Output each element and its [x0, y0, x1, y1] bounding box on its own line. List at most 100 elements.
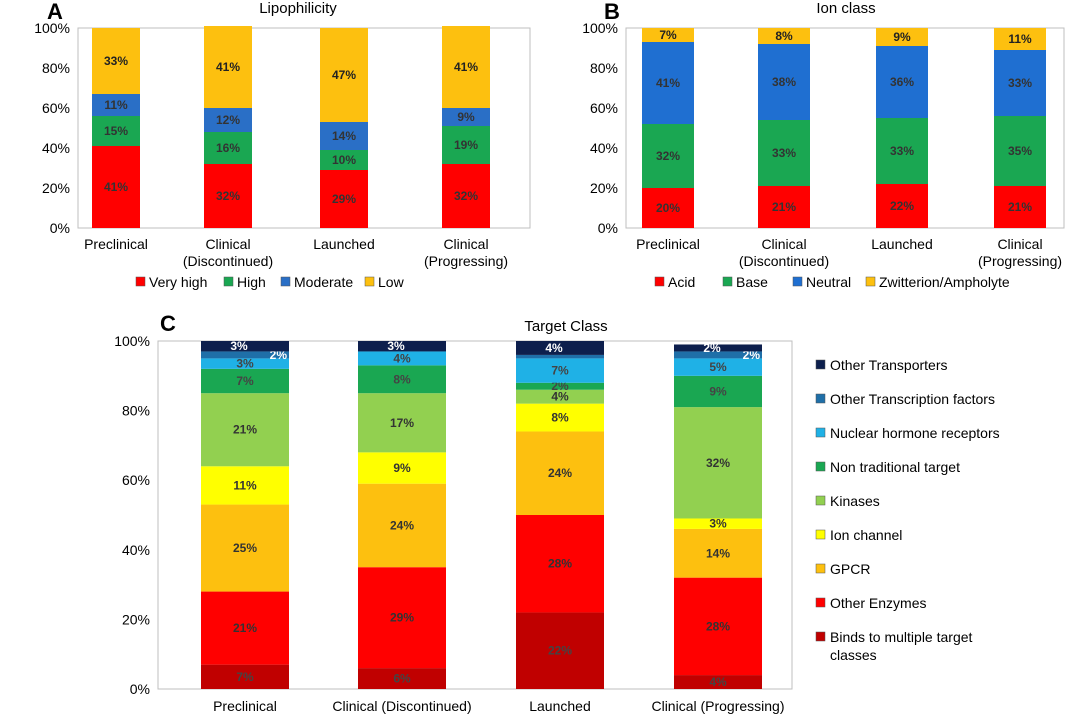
bar-data-label: 9%: [893, 30, 911, 44]
plot-area: [625, 27, 1065, 229]
y-tick-label: 60%: [590, 100, 618, 116]
bar-segment: [516, 612, 604, 689]
bar-segment: [758, 120, 810, 186]
bar-data-label: 32%: [656, 149, 680, 163]
bar-segment: [201, 351, 289, 359]
bar-data-label: 8%: [775, 29, 793, 43]
bar-segment: [358, 341, 446, 352]
bar-data-label: 14%: [706, 546, 730, 560]
bar-segment: [642, 42, 694, 124]
bar-data-label: 6%: [393, 672, 411, 686]
bar-segment: [320, 150, 368, 170]
legend-label: Ion channel: [830, 527, 902, 543]
bar-data-label: 3%: [387, 339, 405, 353]
bar-data-label: 41%: [656, 76, 680, 90]
x-category-label: Clinical: [205, 236, 250, 252]
bar-data-label: 41%: [104, 180, 128, 194]
bar-segment: [516, 389, 604, 404]
y-tick-label: 80%: [590, 60, 618, 76]
bar-segment: [516, 354, 604, 359]
x-category-label: (Discontinued): [739, 253, 829, 269]
bar-segment: [516, 403, 604, 432]
bar-data-label: 5%: [709, 360, 727, 374]
x-category-label: Preclinical: [636, 236, 700, 252]
bar-data-label: 47%: [332, 68, 356, 82]
bar-segment: [358, 351, 446, 366]
y-tick-label: 80%: [122, 403, 150, 419]
x-category-label: Launched: [871, 236, 933, 252]
bar-segment: [876, 118, 928, 184]
bar-segment: [516, 358, 604, 383]
x-category-label: Clinical: [997, 236, 1042, 252]
y-tick-label: 60%: [42, 100, 70, 116]
y-tick-label: 20%: [122, 611, 150, 627]
bar-data-label: 19%: [454, 138, 478, 152]
bar-segment: [201, 358, 289, 369]
chart-panel-c: C Target Class 0% 20% 40% 60% 80% 100% 7% 21% 25% 1…: [114, 311, 793, 714]
bar-data-label: 35%: [1008, 144, 1032, 158]
bar-segment: [201, 393, 289, 467]
bar-segment: [994, 186, 1046, 228]
plot-area: [157, 340, 793, 690]
y-tick-label: 80%: [42, 60, 70, 76]
y-tick-label: 60%: [122, 472, 150, 488]
bar-data-label: 7%: [659, 28, 677, 42]
legend-label: classes: [830, 647, 877, 663]
legend-swatch: [364, 276, 375, 287]
bar-segment: [994, 50, 1046, 116]
y-tick-label: 100%: [114, 333, 150, 349]
bar-data-label: 41%: [216, 60, 240, 74]
bar-data-label: 21%: [772, 200, 796, 214]
bar-segment: [758, 186, 810, 228]
bar-segment: [320, 28, 368, 122]
bar-segment: [92, 94, 140, 116]
legend-label: Base: [736, 274, 768, 290]
bar-segment: [876, 28, 928, 46]
bar-segment: [92, 146, 140, 228]
bar-segment: [204, 26, 252, 108]
panel-letter: B: [604, 0, 620, 24]
legend-swatch: [815, 631, 826, 642]
legend-label: Other Transcription factors: [830, 391, 995, 407]
x-category-label: Clinical: [443, 236, 488, 252]
y-tick-label: 40%: [590, 140, 618, 156]
legend-label: Acid: [668, 274, 695, 290]
bar-segment: [201, 466, 289, 505]
legend-label: GPCR: [830, 561, 870, 577]
y-tick-label: 0%: [130, 681, 150, 697]
legend-swatch: [135, 276, 146, 287]
bar-segment: [358, 567, 446, 669]
bar-segment: [642, 124, 694, 188]
legend-label: Low: [378, 274, 405, 290]
legend-swatch: [815, 563, 826, 574]
bar-segment: [201, 341, 289, 352]
chart-panel-b: B Ion class 0% 20% 40% 60% 80% 100% 20% 32% 41% 7% 2…: [582, 0, 1065, 269]
y-tick-label: 0%: [50, 220, 70, 236]
y-tick-label: 40%: [122, 542, 150, 558]
legend-swatch: [722, 276, 733, 287]
bar-data-label: 21%: [1008, 200, 1032, 214]
legend-label: Binds to multiple target: [830, 629, 973, 645]
bar-segment: [516, 341, 604, 355]
bar-segment: [442, 108, 490, 126]
bar-data-label: 4%: [393, 351, 411, 365]
legend-swatch: [792, 276, 803, 287]
legend-label: Neutral: [806, 274, 851, 290]
bar-data-label: 4%: [545, 341, 563, 355]
bar-data-label: 28%: [548, 557, 572, 571]
bar-segment: [358, 668, 446, 689]
bar-segment: [358, 365, 446, 394]
x-category-label: (Progressing): [978, 253, 1062, 269]
bar-data-label: 9%: [709, 384, 727, 398]
legend-label: Moderate: [294, 274, 353, 290]
legend-panel-a: Very high High Moderate Low: [135, 274, 405, 290]
chart-title: Lipophilicity: [259, 0, 337, 17]
bar-segment: [201, 368, 289, 394]
y-tick-label: 40%: [42, 140, 70, 156]
bar-segment: [358, 452, 446, 484]
bar-data-label: 25%: [233, 541, 257, 555]
bar-segment: [442, 164, 490, 228]
legend-label: Other Transporters: [830, 357, 948, 373]
legend-swatch: [815, 529, 826, 540]
